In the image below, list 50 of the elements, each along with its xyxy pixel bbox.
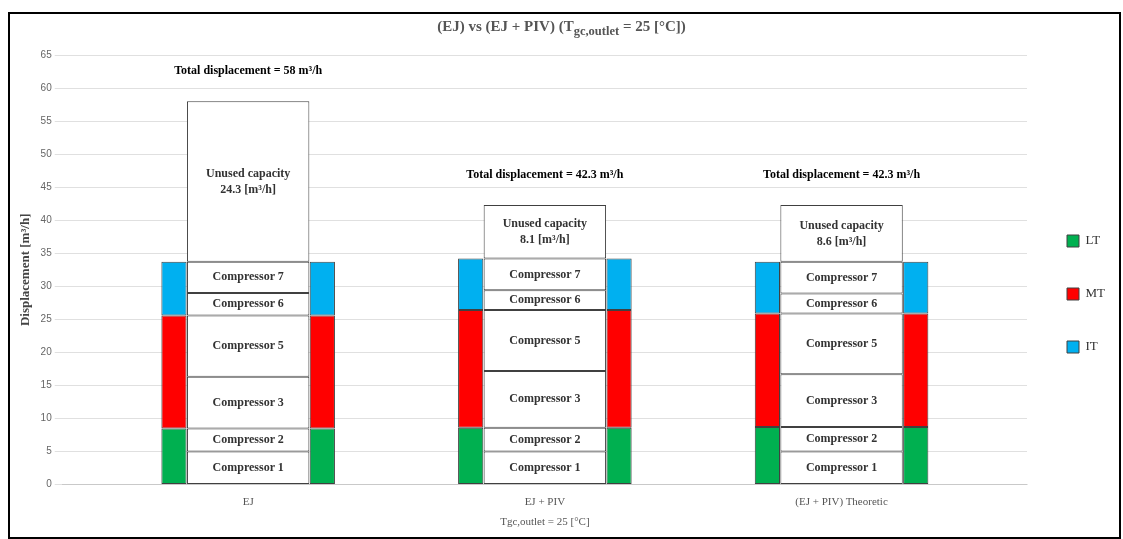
y-axis-title: Displacement [m³/h]	[17, 213, 33, 327]
data-label: 8.6 [m³/h]	[816, 233, 867, 248]
total-label: Total displacement = 42.3 m³/h	[466, 167, 624, 182]
y-tick-label: 50	[40, 147, 53, 159]
series-label: Compressor 7	[212, 269, 284, 284]
text: Unused capacity	[799, 217, 884, 232]
series-label: Compressor 5	[509, 332, 581, 347]
total-label: Total displacement = 42.3 m³/h	[763, 167, 921, 182]
series-label: Compressor 3	[212, 394, 284, 409]
y-tick-label: 5	[46, 445, 53, 457]
y-tick-label: 45	[40, 180, 53, 192]
text: Compressor 7	[805, 269, 878, 284]
text: Compressor 7	[509, 266, 581, 281]
x-tick-label: EJ + PIV	[524, 495, 566, 508]
text: Compressor 6	[805, 295, 878, 310]
total-label: Total displacement = 58 m³/h	[174, 63, 323, 78]
y-tick-label: 30	[40, 280, 53, 292]
text: Compressor 3	[805, 392, 878, 407]
data-label: 24.3 [m³/h]	[220, 181, 276, 196]
legend-label: LT	[1085, 232, 1101, 248]
y-tick-label: 15	[40, 379, 53, 391]
text: Compressor 3	[509, 391, 581, 406]
x-tick-label: EJ	[242, 495, 255, 508]
text: Unused capacity	[205, 165, 291, 180]
text: Compressor 5	[212, 338, 284, 353]
series-label: Compressor 2	[212, 432, 284, 447]
x-axis-title: Tgc,outlet = 25 [°C]	[500, 515, 590, 528]
text: Compressor 1	[805, 459, 878, 474]
text: Compressor 2	[509, 431, 581, 446]
y-tick-label: 55	[40, 114, 53, 126]
text: Compressor 5	[805, 335, 878, 350]
series-label: Compressor 6	[509, 292, 581, 307]
chart-title: (EJ) vs (EJ + PIV) (T$_{gc,outlet}$ = 25 [°C])	[436, 18, 687, 39]
y-tick-label: 10	[40, 412, 53, 424]
data-label: 8.1 [m³/h]	[520, 231, 570, 246]
x-tick-label: (EJ + PIV) Theoretic	[795, 495, 888, 509]
text: Compressor 2	[805, 431, 878, 446]
series-label: Compressor 1	[212, 459, 284, 474]
legend-label: IT	[1085, 338, 1098, 354]
y-tick-label: 25	[40, 313, 53, 325]
y-tick-label: 65	[40, 48, 53, 60]
legend-label: MT	[1085, 285, 1106, 301]
y-tick-label: 20	[40, 346, 53, 358]
series-label: Unused capacity	[502, 215, 588, 230]
text: Compressor 6	[212, 296, 284, 311]
y-tick-label: 0	[46, 478, 53, 490]
text: Compressor 1	[509, 459, 581, 474]
y-tick-label: 35	[40, 247, 53, 259]
y-tick-label: 40	[40, 213, 53, 225]
y-tick-label: 60	[40, 81, 53, 93]
